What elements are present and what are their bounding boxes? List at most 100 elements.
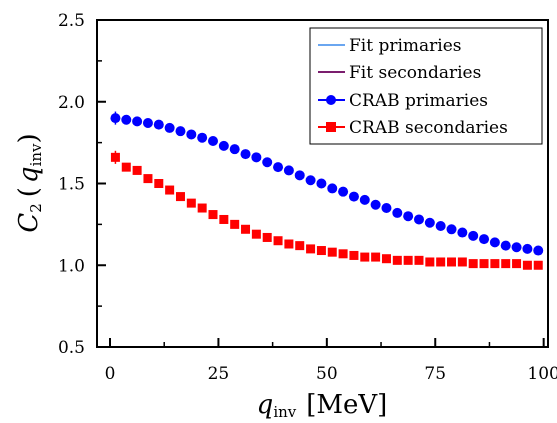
data-point [273,236,283,246]
data-point [468,259,478,269]
data-point [457,257,467,267]
y-tick-label: 2.5 [58,11,85,31]
data-point [414,255,424,265]
x-tick-label: 0 [105,364,116,384]
y-tick-label: 0.5 [58,338,85,358]
data-point [273,162,284,173]
data-point [294,170,305,181]
x-axis-label-sub: inv [273,403,296,421]
legend-label-crab-secondaries: CRAB secondaries [349,118,508,138]
y-axis-label-sub: 2 [27,203,45,213]
series-crab-primaries [110,111,544,256]
series-crab-secondaries [110,150,543,270]
data-point [500,240,511,251]
legend-label-crab-primaries: CRAB primaries [349,91,488,111]
legend-item-fit-secondaries: Fit secondaries [318,63,481,83]
data-point [522,260,532,270]
data-point [446,224,457,235]
data-point [164,122,175,133]
data-point [121,162,131,172]
y-tick-label: 1.0 [58,256,85,276]
data-point [522,243,533,254]
data-point [197,203,207,213]
data-point [349,250,359,260]
data-point [110,152,120,162]
data-point [175,192,185,202]
data-point [154,179,164,188]
data-point [501,259,511,269]
data-point [219,214,229,224]
data-point [403,255,413,265]
y-axis-label-arg-var: q [14,166,44,183]
y-tick-label: 1.5 [58,175,85,195]
x-axis-label-unit: [MeV] [306,390,387,420]
data-point [175,126,186,137]
y-axis-label-close: ) [14,133,44,143]
data-series [110,111,544,270]
data-point [436,257,446,267]
data-point [316,246,326,256]
data-point [338,249,348,259]
data-point [533,245,544,256]
data-point [305,175,316,186]
x-tick-label: 25 [208,364,230,384]
data-point [306,244,316,254]
data-point [251,152,262,163]
data-point [359,194,370,205]
y-axis-label-arg-sub: inv [27,143,45,166]
data-point [229,144,240,155]
legend-label-fit-secondaries: Fit secondaries [349,63,481,83]
data-point [165,185,175,195]
data-point [121,114,132,125]
data-point [392,207,403,218]
data-point [512,259,522,269]
data-point [381,254,391,264]
legend-swatch-marker-crab-primaries [326,95,336,105]
data-point [479,259,489,269]
data-point [392,255,402,265]
data-point [283,165,294,176]
legend-label-fit-primaries: Fit primaries [349,36,462,56]
axis-ticks [97,19,545,348]
data-point [338,186,349,197]
data-point [110,113,121,124]
data-point [197,132,208,143]
x-tick-label: 50 [316,364,338,384]
data-point [132,165,142,175]
data-point [370,199,381,210]
y-tick-label: 2.0 [58,93,85,113]
data-point [208,210,218,220]
data-point [479,234,490,245]
data-point [327,247,337,257]
data-point [241,224,251,234]
data-point [435,221,446,232]
data-point [143,174,153,184]
data-point [413,214,424,225]
y-axis-label-open: ( [14,187,44,197]
data-point [348,191,359,202]
data-point [457,227,468,238]
x-axis-label-var: q [257,390,274,420]
data-point [142,118,153,129]
x-axis-label: qinv [MeV] [257,390,388,421]
legend-item-crab-primaries: CRAB primaries [318,91,488,111]
axis-tick-labels: 0 25 50 75 100 0.5 1.0 1.5 2.0 2.5 [58,11,557,384]
data-point [533,260,543,270]
data-point [403,211,414,222]
data-point [132,116,143,127]
data-point [327,183,338,194]
data-point [511,242,522,253]
legend-swatch-marker-crab-secondaries [326,122,336,132]
data-point [230,219,240,229]
data-point [371,252,381,262]
x-tick-label: 75 [424,364,446,384]
data-point [424,217,435,228]
data-point [208,135,219,146]
y-axis-label: C2 (qinv) [14,133,45,232]
data-point [316,178,327,189]
legend-item-fit-primaries: Fit primaries [318,36,462,56]
legend-item-crab-secondaries: CRAB secondaries [318,118,508,138]
legend: Fit primaries Fit secondaries CRAB prima… [309,27,543,145]
data-point [360,252,370,262]
